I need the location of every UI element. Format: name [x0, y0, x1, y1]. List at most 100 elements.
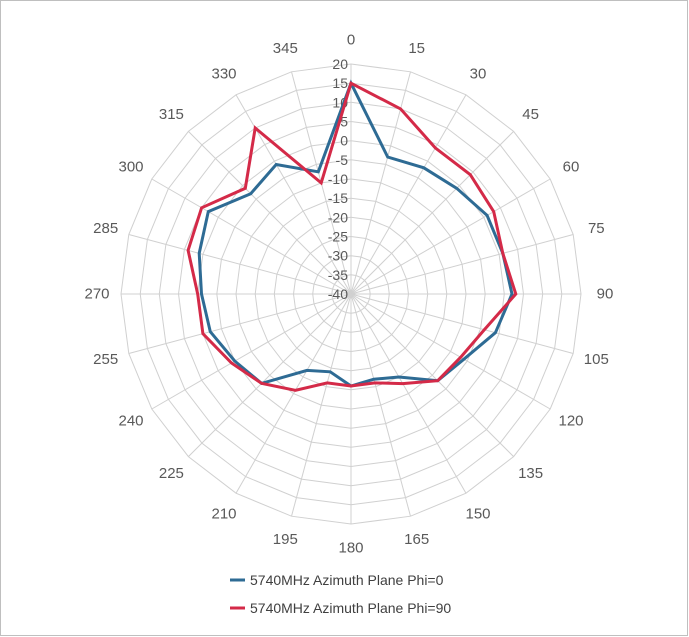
series-1-point-8 [459, 356, 462, 359]
series-0-point-11 [372, 378, 375, 381]
angle-label-19: 285 [93, 220, 118, 237]
series-1-point-1 [399, 107, 402, 111]
radial-tick-label-5: -5 [336, 152, 349, 168]
angle-label-22: 330 [211, 66, 236, 83]
legend: 5740MHz Azimuth Plane Phi=0 5740MHz Azimu… [230, 572, 451, 616]
spoke-4 [350, 178, 551, 295]
legend-entry-0: 5740MHz Azimuth Plane Phi=0 [230, 572, 444, 588]
series-1-point-9 [436, 379, 439, 382]
angle-label-17: 255 [93, 351, 118, 368]
series-1-point-15 [260, 382, 263, 385]
series-1-point-4 [492, 210, 495, 213]
angle-label-10: 150 [465, 506, 490, 523]
angle-label-5: 75 [588, 220, 605, 237]
series-0-point-17 [209, 330, 212, 333]
series-0-point-18 [200, 292, 203, 296]
series-0-point-19 [198, 252, 201, 255]
series-0-point-13 [329, 370, 332, 373]
angle-label-14: 210 [211, 506, 236, 523]
legend-label-1: 5740MHz Azimuth Plane Phi=90 [250, 600, 451, 616]
series-1-point-13 [326, 381, 329, 385]
data-series [186, 79, 518, 392]
series-1-point-2 [434, 146, 437, 150]
spoke-19 [128, 234, 352, 295]
series-0-point-7 [494, 331, 497, 334]
radar-spokes [121, 64, 581, 524]
angle-label-20: 300 [118, 159, 143, 176]
legend-entry-1: 5740MHz Azimuth Plane Phi=90 [230, 600, 451, 616]
series-1-point-22 [254, 126, 257, 130]
radial-tick-label-12: -40 [328, 286, 348, 302]
spoke-15 [188, 293, 352, 457]
series-1-point-16 [230, 361, 233, 365]
radial-tick-label-3: 5 [340, 114, 348, 130]
spoke-2 [350, 94, 467, 295]
series-0-point-8 [462, 358, 466, 361]
series-1-point-12 [349, 384, 353, 388]
spoke-7 [350, 293, 574, 354]
series-0-point-14 [305, 369, 309, 372]
spoke-5 [350, 234, 574, 295]
radial-tick-label-0: 20 [332, 56, 348, 72]
spoke-9 [350, 293, 514, 457]
radial-tick-label-8: -20 [328, 209, 348, 225]
series-1-point-23 [320, 181, 323, 185]
angle-label-1: 15 [408, 40, 425, 57]
series-line-0 [197, 79, 514, 388]
series-1-point-11 [373, 381, 376, 385]
angle-labels: 0153045607590105120135150165180195210225… [84, 32, 613, 557]
spoke-11 [350, 293, 411, 517]
angle-label-21: 315 [159, 106, 184, 123]
series-1-point-0 [349, 82, 353, 85]
series-1-point-3 [469, 173, 472, 176]
series-0-point-3 [455, 187, 458, 190]
angle-label-4: 60 [563, 159, 580, 176]
radial-tick-label-7: -15 [328, 190, 348, 206]
series-1-point-21 [244, 187, 247, 190]
series-0-point-23 [317, 170, 320, 173]
spoke-20 [151, 178, 352, 295]
angle-label-12: 180 [338, 540, 363, 557]
series-0 [197, 79, 514, 388]
series-1-point-5 [501, 252, 504, 255]
angle-label-3: 45 [522, 106, 539, 123]
spoke-21 [188, 131, 352, 295]
spoke-10 [350, 293, 467, 494]
angle-label-15: 225 [159, 465, 184, 482]
radial-tick-label-4: 0 [340, 133, 348, 149]
angle-label-16: 240 [118, 413, 143, 430]
angle-label-23: 345 [273, 40, 298, 57]
radial-tick-label-1: 15 [332, 75, 348, 91]
angle-label-18: 270 [84, 286, 109, 303]
spoke-17 [128, 293, 352, 354]
series-1-point-17 [201, 332, 205, 335]
legend-label-0: 5740MHz Azimuth Plane Phi=0 [250, 572, 444, 588]
series-0-point-20 [207, 210, 210, 213]
series-0-point-4 [485, 214, 489, 217]
series-1-point-20 [200, 206, 203, 209]
series-1 [186, 81, 518, 392]
angle-label-8: 120 [558, 413, 583, 430]
radial-tick-label-11: -35 [328, 267, 348, 283]
series-0-point-21 [249, 192, 252, 195]
spoke-3 [350, 131, 514, 295]
series-1-point-18 [196, 292, 199, 296]
series-1-point-7 [483, 328, 486, 331]
series-1-point-10 [401, 382, 404, 385]
series-0-point-2 [422, 166, 425, 169]
angle-label-9: 135 [518, 465, 543, 482]
angle-label-7: 105 [584, 351, 609, 368]
series-0-point-1 [386, 155, 389, 159]
spoke-13 [291, 293, 352, 517]
series-0-point-6 [510, 292, 514, 296]
radial-tick-label-10: -30 [328, 248, 348, 264]
angle-label-2: 30 [470, 66, 487, 83]
spoke-8 [350, 293, 551, 410]
series-1-point-14 [294, 389, 297, 392]
radial-tick-label-6: -10 [328, 171, 348, 187]
angle-label-11: 165 [404, 531, 429, 548]
radial-tick-label-9: -25 [328, 229, 348, 245]
spoke-16 [151, 293, 352, 410]
series-0-point-10 [397, 375, 401, 379]
